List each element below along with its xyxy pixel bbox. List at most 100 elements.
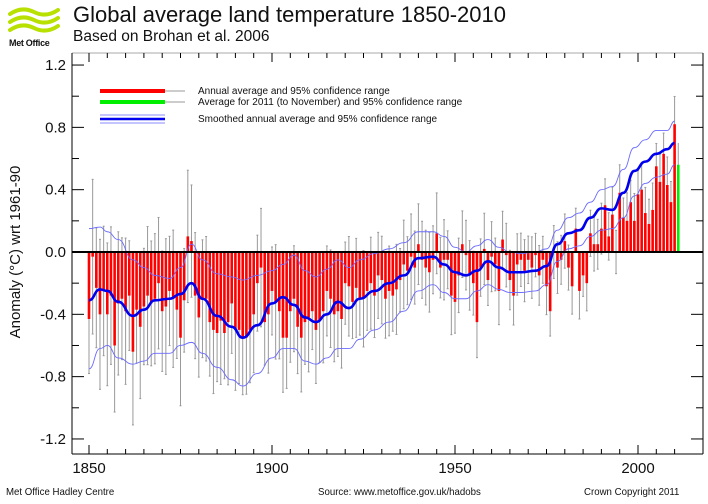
annual-bar [278,252,281,312]
smoothed-curve [88,141,675,339]
annual-bar [215,252,219,334]
annual-bar [603,205,607,252]
annual-bar [636,194,640,252]
footer-credit: Met Office Hadley Centre [6,486,115,498]
annual-bar [655,166,658,252]
annual-bar [190,241,193,252]
annual-bar [493,252,497,265]
annual-bars [87,124,680,352]
annual-bar [109,252,113,296]
annual-bar [625,220,629,252]
annual-bar [164,252,168,307]
annual-bar [618,192,621,252]
annual-bar [526,252,530,260]
y-tick-label: 0.4 [45,182,66,199]
annual-bar [409,252,413,257]
annual-bar [482,248,486,252]
annual-bar [259,252,263,268]
annual-bar [369,252,373,284]
annual-bar [497,252,501,291]
annual-bar [640,189,643,252]
y-tick-labels: -1.2 -0.8 -0.4 0.0 0.4 0.8 1.2 [40,57,66,448]
annual-bar [248,252,252,330]
annual-bar [201,252,204,299]
legend-item-annual: Annual average and 95% confidence range [100,86,390,97]
annual-bar [252,252,255,315]
annual-bar [472,252,475,284]
annual-bar [402,252,406,265]
annual-bar [263,252,266,323]
annual-bar [501,239,504,252]
annual-bar [234,252,237,330]
annual-bar [256,252,259,284]
annual-bar [384,252,387,299]
annual-bar [611,214,614,252]
annual-bar [541,252,545,260]
annual-bar [318,252,321,321]
annual-bar [358,252,362,299]
annual-bar [175,252,179,310]
chart-subtitle: Based on Brohan et al. 2006 [73,28,270,45]
annual-bar [479,252,482,268]
annual-bar [245,252,248,338]
footer-source: Source: www.metoffice.gov.uk/hadobs [318,486,481,498]
annual-bar [556,252,559,268]
annual-bar [607,236,611,252]
annual-bar [98,252,102,315]
annual-bar [596,244,600,252]
annual-bar [574,228,578,252]
annual-bar [131,252,135,352]
annual-bar [314,252,318,330]
annual-bar [157,252,160,284]
annual-bar [658,181,662,252]
annual-bar [673,124,676,252]
annual-bar [420,252,424,260]
annual-bar [197,252,201,318]
annual-bar [545,252,548,287]
annual-bar [168,252,171,291]
annual-bar [578,252,581,291]
annual-bar [508,252,512,281]
annual-bar [351,252,354,302]
annual-bar [102,252,105,291]
annual-bar [406,252,409,271]
legend: Annual average and 95% confidence range … [100,86,463,125]
legend-label-current-year: Average for 2011 (to November) and 95% c… [198,97,463,108]
footer-copyright: Crown Copyright 2011 [584,486,680,498]
annual-bar [515,252,519,265]
annual-bar [622,217,625,252]
x-tick-label: 2000 [621,460,654,477]
annual-bar [439,252,442,268]
logo-text: Met Office [9,38,50,48]
annual-bar [589,233,592,252]
legend-label-annual: Annual average and 95% confidence range [198,86,390,97]
annual-bar [296,252,299,327]
annual-bar [285,252,288,338]
met-office-logo-icon [8,7,60,33]
annual-bar [600,228,603,252]
annual-bar [237,252,241,330]
chart-title: Global average land temperature 1850-201… [73,2,506,27]
annual-bar [289,252,292,312]
annual-bar [347,252,351,287]
annual-bar [559,252,563,260]
annual-bar [453,252,457,302]
annual-bar [365,252,369,291]
smoothed-line [88,141,675,339]
annual-bar [270,252,274,291]
annual-bar [534,252,537,256]
annual-bar [149,252,153,304]
annual-bar [398,252,402,281]
annual-bar [548,252,552,312]
y-tick-label: 0.0 [45,244,66,261]
annual-bar [182,252,186,301]
annual-bar [519,252,523,260]
annual-bar [354,252,358,288]
annual-bar [325,252,329,291]
annual-bar [343,252,347,284]
annual-bar [135,252,138,310]
annual-bar [665,185,669,252]
annual-bar [226,252,230,323]
annual-bar [512,252,515,296]
annual-bar [91,252,94,257]
